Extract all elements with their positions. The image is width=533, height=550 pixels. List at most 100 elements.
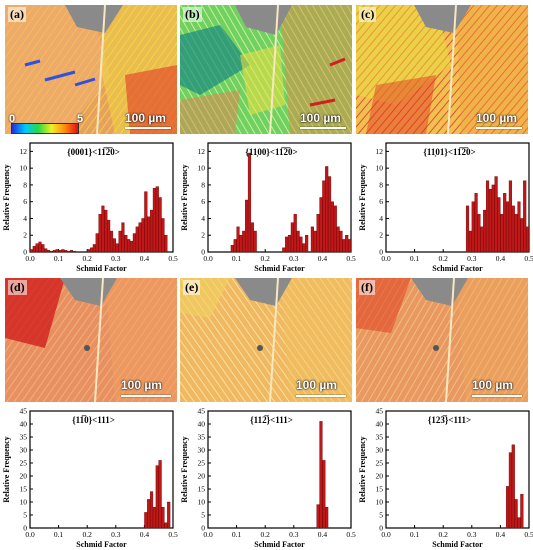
histogram-bar: [485, 180, 490, 253]
histogram-bar: [250, 222, 254, 253]
x-tick-label: 0.1: [54, 530, 64, 539]
histogram-bar: [523, 180, 527, 253]
x-tick-label: 0.3: [289, 530, 299, 539]
histogram-bar: [161, 218, 165, 253]
x-tick-label: 0.0: [203, 254, 213, 263]
x-axis-label: Schmid Factor: [254, 540, 305, 549]
chart-bcc-110-slip: 0.0 0.1 0.2 0.3 0.4 0.5 0 5 10 15 20 25 30 35 40 45 {11̅…: [0, 406, 178, 550]
chart-pyramidal-slip: 0.0 0.1 0.2 0.3 0.4 0.5 0 2 4 6 8 10 12 {11͕01}<11̅2̅…: [356, 138, 533, 274]
histogram-bar: [316, 214, 320, 253]
y-tick-label: 0: [201, 524, 205, 533]
histogram-bar: [494, 176, 498, 253]
x-tick-label: 0.4: [496, 530, 506, 539]
histogram-bar: [316, 504, 320, 529]
histogram-bar: [147, 499, 151, 529]
x-tick-label: 0.3: [111, 254, 121, 263]
chart-basal-slip: 0.0 0.1 0.2 0.3 0.4 0.5 0 2 4 6 8 10 12 {0001}<11̅2̅0…: [0, 138, 178, 274]
histogram-bar: [44, 248, 48, 253]
x-tick-label: 0.4: [318, 530, 328, 539]
histogram-bar: [345, 235, 349, 253]
plot-frame: [207, 410, 352, 529]
histogram-bar: [305, 235, 309, 253]
x-tick-label: 0.2: [83, 530, 93, 539]
chart-bcc-123-slip: 0.0 0.1 0.2 0.3 0.4 0.5 0 5 10 15 20 25 30 35 40 45 {123…: [356, 406, 533, 550]
scale-label: 100 µm: [125, 111, 166, 125]
y-tick-label: 15: [20, 485, 28, 494]
histogram-bar: [514, 499, 518, 529]
y-tick-label: 30: [376, 446, 384, 455]
y-tick-label: 25: [376, 459, 384, 468]
chart-bcc-112-slip: 0.0 0.1 0.2 0.3 0.4 0.5 0 5 10 15 20 25 30 35 40 45 {112…: [178, 406, 356, 550]
histogram-bar: [253, 230, 257, 253]
histogram-bar: [149, 491, 154, 529]
histogram-bar: [299, 236, 303, 253]
histogram-bar: [245, 199, 249, 253]
scale-label: 100 µm: [476, 111, 517, 125]
histogram-bar: [488, 188, 492, 253]
histogram-bar: [61, 249, 65, 253]
map-c-image: [356, 5, 528, 134]
histogram-bar: [520, 218, 524, 253]
histogram-bar: [155, 186, 159, 253]
histogram-bar: [474, 193, 478, 253]
histogram-bar: [127, 239, 131, 253]
histogram-bar: [322, 180, 326, 253]
histogram-bar: [164, 522, 168, 529]
x-tick-label: 0.5: [168, 530, 178, 539]
histogram-bar: [155, 465, 159, 529]
x-tick-label: 0.1: [232, 254, 242, 263]
map-f: (f) 100 µm: [356, 278, 528, 402]
histogram-bar: [247, 152, 252, 253]
histogram-bar: [302, 243, 306, 253]
y-tick-label: 2: [379, 231, 383, 240]
histogram-bar: [72, 250, 76, 253]
y-axis-label: Relative Frequency: [358, 436, 367, 502]
y-tick-label: 35: [20, 433, 28, 442]
y-tick-label: 10: [198, 164, 206, 173]
x-tick-label: 0.0: [203, 530, 213, 539]
map-d-image: [5, 278, 177, 402]
chart-svg: 0.0 0.1 0.2 0.3 0.4 0.5 0 5 10 15 20 25 30 35 40 45 {123…: [358, 407, 533, 550]
x-tick-label: 0.4: [140, 530, 150, 539]
histogram-bar: [152, 188, 156, 253]
histogram-bar: [285, 236, 289, 253]
histogram-bar: [239, 235, 243, 253]
histogram-bar: [342, 239, 346, 253]
colorbar-min-label: 0: [9, 113, 16, 125]
histogram-bar: [69, 250, 74, 253]
x-axis-label: Schmid Factor: [76, 264, 127, 273]
y-tick-label: 40: [376, 420, 384, 429]
colorbar-max-label: 5: [77, 113, 84, 125]
histogram-bar: [514, 214, 518, 253]
histogram-bar: [107, 219, 111, 253]
histogram-bar: [92, 244, 96, 253]
y-tick-label: 20: [20, 472, 28, 481]
histogram-bar: [38, 241, 42, 253]
histogram-bar: [55, 249, 59, 253]
y-tick-label: 0: [23, 524, 27, 533]
chart-svg: 0.0 0.1 0.2 0.3 0.4 0.5 0 2 4 6 8 10 12 {11͕00}<11̅2̅…: [180, 142, 356, 273]
histogram-bar: [164, 235, 168, 253]
chart-title: {11͕01}<11̅2̅0>: [423, 147, 475, 157]
histogram-bar: [144, 512, 148, 529]
map-e: (e) 100 µm: [180, 278, 352, 402]
histogram-bar: [52, 250, 56, 253]
chart-svg: 0.0 0.1 0.2 0.3 0.4 0.5 0 2 4 6 8 10 12 {11͕01}<11̅2̅…: [358, 142, 533, 273]
x-tick-label: 0.5: [168, 254, 178, 263]
chart-title: {11͕00}<11̅2̅0>: [245, 147, 297, 157]
histogram-bar: [526, 226, 530, 253]
histogram-bar: [124, 235, 128, 253]
y-axis-label: Relative Frequency: [180, 436, 189, 502]
x-axis-label: Schmid Factor: [254, 264, 305, 273]
histogram-bar: [491, 184, 495, 253]
histogram-bar: [483, 209, 487, 253]
y-tick-label: 40: [198, 420, 206, 429]
histogram-bar: [287, 235, 292, 253]
scale-bar: [476, 127, 522, 129]
colorbar: [11, 123, 79, 134]
chart-svg: 0.0 0.1 0.2 0.3 0.4 0.5 0 5 10 15 20 25 30 35 40 45 {11̅…: [2, 407, 178, 550]
y-tick-label: 10: [20, 164, 28, 173]
scale-bar: [300, 127, 346, 129]
histogram-bar: [49, 250, 54, 253]
x-tick-label: 0.1: [232, 530, 242, 539]
